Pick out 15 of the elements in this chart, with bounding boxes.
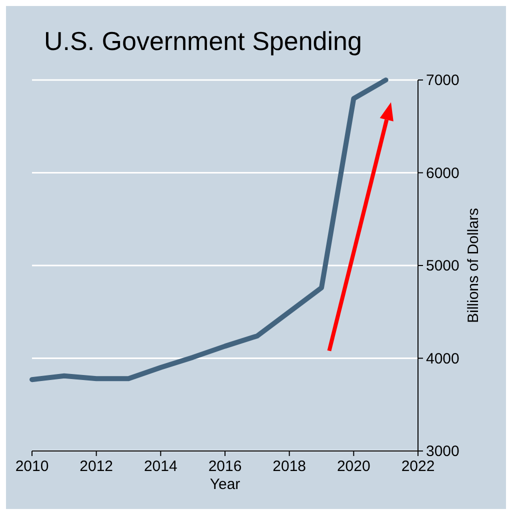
x-tick-label: 2018 xyxy=(272,458,306,475)
x-axis-title: Year xyxy=(210,476,240,493)
x-tick-label: 2012 xyxy=(80,458,114,475)
x-tick-label: 2020 xyxy=(336,458,370,475)
x-tick-label: 2016 xyxy=(208,458,242,475)
y-tick-label: 7000 xyxy=(426,72,460,89)
y-tick-label: 3000 xyxy=(426,443,460,460)
x-tick-label: 2014 xyxy=(144,458,178,475)
y-tick-label: 6000 xyxy=(426,164,460,182)
x-tick-label: 2022 xyxy=(401,458,435,475)
y-axis-title: Billions of Dollars xyxy=(465,208,482,324)
y-tick-label: 4000 xyxy=(426,350,460,368)
chart-title: U.S. Government Spending xyxy=(44,26,362,56)
x-tick-label: 2010 xyxy=(15,458,49,475)
y-tick-label: 5000 xyxy=(426,258,460,274)
